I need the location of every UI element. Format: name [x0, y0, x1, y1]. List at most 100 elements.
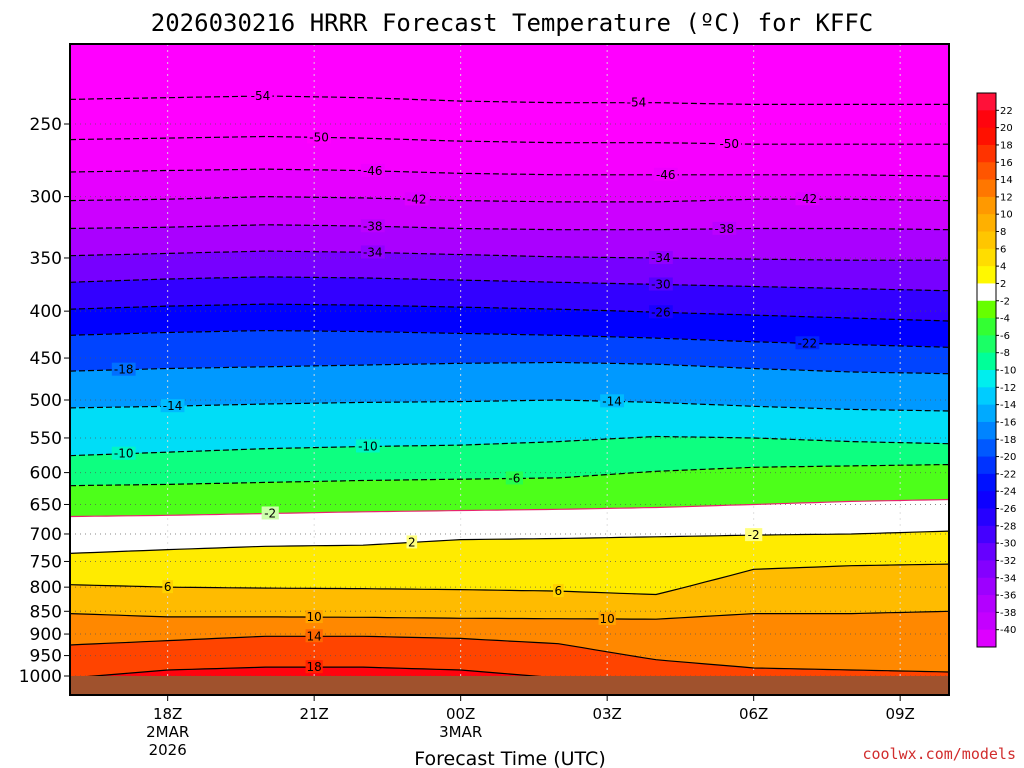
contour-label: -34 — [363, 245, 383, 259]
contour-label-bg — [553, 584, 564, 598]
colorbar-swatch — [977, 439, 996, 458]
colorbar-tick-label: 6 — [1000, 244, 1006, 255]
contour-label-bg — [505, 471, 523, 485]
contour-label: -34 — [651, 251, 671, 265]
colorbar-tick-label: 20 — [1000, 123, 1013, 134]
contour-label-bg — [360, 245, 385, 259]
colorbar-swatch — [977, 456, 996, 475]
colorbar-swatch — [977, 283, 996, 302]
contour-label-bg — [648, 251, 673, 265]
contour-label: -54 — [251, 89, 271, 103]
contour-label-bg — [653, 167, 678, 181]
y-tick-label: 750 — [30, 552, 62, 572]
contour-label: 2 — [408, 535, 416, 549]
contour-label-bg — [406, 535, 418, 549]
contour-label-bg — [261, 506, 279, 520]
contour-label: -2 — [264, 506, 276, 520]
colorbar-swatch — [977, 93, 996, 111]
contour-label: -54 — [627, 96, 647, 110]
contour-label: 6 — [555, 584, 563, 598]
x-axis-label: Forecast Time (UTC) — [414, 748, 605, 768]
colorbar-swatch — [977, 127, 996, 146]
colorbar-tick-label: 8 — [1000, 227, 1006, 238]
colorbar-swatch — [977, 629, 996, 648]
colorbar-tick-label: 18 — [1000, 140, 1013, 151]
y-tick-label: 800 — [30, 578, 62, 598]
y-tick-label: 550 — [30, 429, 62, 449]
contour-label: 18 — [307, 660, 322, 674]
x-tick-label: 21Z — [299, 705, 328, 723]
x-tick-label: 18Z — [153, 705, 182, 723]
isotherm-contours — [70, 95, 949, 695]
contour-label-bg — [648, 277, 673, 291]
colorbar-swatch — [977, 612, 996, 631]
x-tick-label: 06Z — [739, 705, 768, 723]
x-tick-label: 09Z — [885, 705, 914, 723]
contour-label: -6 — [508, 471, 520, 485]
colorbar-swatch — [977, 525, 996, 544]
colorbar-swatch — [977, 110, 996, 129]
colorbar-tick-label: 22 — [1000, 106, 1013, 117]
colorbar-swatch — [977, 508, 996, 527]
y-tick-label: 1000 — [19, 667, 62, 687]
contour-label-bg — [717, 136, 742, 150]
colorbar-tick-label: -8 — [1000, 348, 1010, 359]
contour-label: -38 — [363, 219, 383, 233]
colorbar-swatch — [977, 352, 996, 371]
y-tick-label: 250 — [30, 115, 62, 135]
colorbar: 22 20 18 16 14 12 10 8 6 4 2 -2 -4 -6 -8 -10 -12 -14 -16 -1… — [976, 92, 1016, 648]
colorbar-tick-label: -26 — [1000, 504, 1016, 515]
colorbar-tick-label: -18 — [1000, 435, 1016, 446]
colorbar-swatch — [977, 300, 996, 319]
colorbar-swatch — [977, 248, 996, 267]
colorbar-swatch — [977, 595, 996, 613]
colorbar-swatch — [977, 196, 996, 215]
y-tick-label: 700 — [30, 525, 62, 545]
x-tick-year: 2026 — [149, 741, 187, 759]
contour-label-bg — [111, 362, 136, 376]
contour-label: -30 — [651, 277, 671, 291]
contour-label: -10 — [114, 447, 134, 461]
colorbar-tick-label: -20 — [1000, 452, 1016, 463]
colorbar-tick-label: -2 — [1000, 296, 1010, 307]
colorbar-swatch — [977, 421, 996, 440]
contour-label: -46 — [656, 168, 676, 182]
colorbar-tick-label: -32 — [1000, 556, 1016, 567]
contour-label-bg — [305, 610, 323, 624]
contour-label-bg — [111, 446, 136, 460]
credit-text: coolwx.com/models — [862, 745, 1016, 763]
colorbar-tick-label: -22 — [1000, 469, 1016, 480]
colorbar-tick-label: -38 — [1000, 608, 1016, 619]
y-tick-label: 600 — [30, 464, 62, 484]
colorbar-tick-label: -10 — [1000, 366, 1016, 377]
y-tick-label: 450 — [30, 349, 62, 369]
y-tick-label: 300 — [30, 188, 62, 208]
contour-label: -38 — [715, 222, 735, 236]
x-tick-date: 2MAR — [146, 723, 189, 741]
y-tick-label: 900 — [30, 625, 62, 645]
contour-label-bg — [160, 399, 185, 413]
contour-label-bg — [360, 163, 385, 177]
y-tick-label: 650 — [30, 495, 62, 515]
colorbar-tick-label: -6 — [1000, 331, 1010, 342]
y-tick-label: 400 — [30, 302, 62, 322]
colorbar-tick-label: -30 — [1000, 539, 1016, 550]
colorbar-swatch — [977, 560, 996, 579]
contour-label-bg — [355, 439, 380, 453]
colorbar-tick-label: -16 — [1000, 417, 1016, 428]
contour-label: -22 — [798, 336, 818, 350]
colorbar-swatch — [977, 266, 996, 284]
y-axis: 250 300 350 400 450 500 550 600 650 700 750 800 850 9… — [19, 115, 70, 687]
colorbar-swatch — [977, 577, 996, 596]
chart-title: 2026030216 HRRR Forecast Temperature (ºC… — [151, 9, 873, 37]
colorbar-tick-label: 12 — [1000, 192, 1013, 203]
contour-label: -42 — [407, 192, 427, 206]
contour-label-bg — [624, 95, 649, 109]
contour-label: 14 — [307, 629, 322, 643]
contour-label-bg — [712, 221, 737, 235]
contour-label: -10 — [358, 439, 378, 453]
colorbar-swatch — [977, 214, 996, 232]
contour-label: -14 — [602, 394, 622, 408]
contour-label: -46 — [363, 164, 383, 178]
